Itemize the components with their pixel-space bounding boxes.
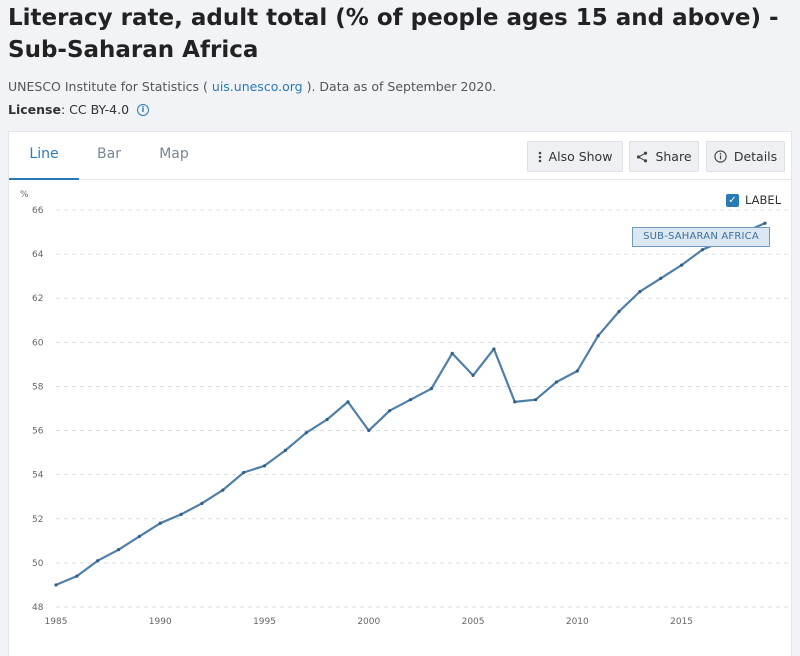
data-point [638,290,642,294]
data-point [763,221,767,225]
license-label: License [8,102,61,117]
data-point [554,380,559,384]
also-show-button[interactable]: Also Show [527,141,623,172]
tab-bar-chart[interactable]: Bar [97,146,121,162]
data-point [96,559,100,563]
data-point [221,488,225,492]
y-tick-label: 62 [32,294,43,304]
label-toggle[interactable]: ✓ LABEL [726,193,781,207]
data-point [200,501,204,505]
also-show-label: Also Show [548,149,613,164]
source-suffix: ). Data as of September 2020. [302,79,497,94]
data-point [54,583,58,587]
data-point [388,409,392,413]
page-title: Literacy rate, adult total (% of people … [8,5,779,63]
data-point [575,369,579,373]
data-point [283,448,287,453]
chart-panel: Line Bar Map Also Show Share Details [8,131,792,656]
data-point [408,398,413,402]
data-point [137,534,142,539]
details-button[interactable]: Details [706,141,785,172]
y-tick-label: 50 [32,559,44,569]
series-line [55,222,766,586]
share-icon [637,151,648,162]
data-point [700,248,705,252]
data-point [262,464,267,468]
x-tick-label: 2005 [462,617,485,627]
data-point [513,400,517,404]
series-label: SUB-SAHARAN AFRICA [632,227,770,247]
data-point [116,548,121,552]
y-tick-label: 54 [32,471,44,481]
data-point [75,574,79,578]
y-tick-label: 56 [32,427,44,437]
source-line: UNESCO Institute for Statistics ( uis.un… [8,79,496,94]
data-point [346,400,350,404]
x-tick-label: 1985 [45,617,68,627]
data-point [679,263,684,267]
y-tick-label: 64 [32,250,44,260]
y-tick-label: 66 [32,206,44,216]
data-point [596,334,600,338]
y-axis-unit: % [20,190,29,200]
data-point [429,387,433,391]
details-label: Details [733,149,778,164]
data-point [158,521,162,525]
data-point [471,373,475,378]
data-point [450,351,454,355]
data-point [367,428,371,433]
tab-map[interactable]: Map [159,146,189,162]
x-tick-label: 1995 [253,617,276,627]
license-line: License : CC BY-4.0 i [8,102,150,117]
x-tick-label: 2000 [357,617,380,627]
y-tick-label: 58 [32,382,44,392]
y-tick-label: 60 [32,338,44,348]
y-tick-label: 48 [32,603,44,613]
share-label: Share [655,149,692,164]
label-toggle-text: LABEL [745,193,782,207]
license-value: : CC BY-4.0 [60,102,130,117]
source-link[interactable]: uis.unesco.org [211,79,303,94]
data-point [617,309,621,314]
info-icon[interactable]: i [137,103,150,116]
x-tick-label: 2010 [566,617,589,627]
kebab-icon [538,151,541,162]
data-point [179,512,183,516]
x-tick-label: 2015 [670,617,693,627]
checkbox-icon[interactable]: ✓ [726,193,739,207]
data-point [659,276,663,280]
data-point [242,470,246,475]
tab-bar: Line Bar Map [9,132,791,180]
tab-line[interactable]: Line [9,132,79,180]
source-prefix: UNESCO Institute for Statistics ( [8,79,212,94]
y-tick-label: 52 [32,515,43,525]
data-point [534,398,538,402]
data-point [492,347,496,351]
share-button[interactable]: Share [629,141,699,172]
data-point [304,431,308,435]
info-circle-icon [714,150,727,163]
x-tick-label: 1990 [149,617,172,627]
data-point [325,417,329,422]
